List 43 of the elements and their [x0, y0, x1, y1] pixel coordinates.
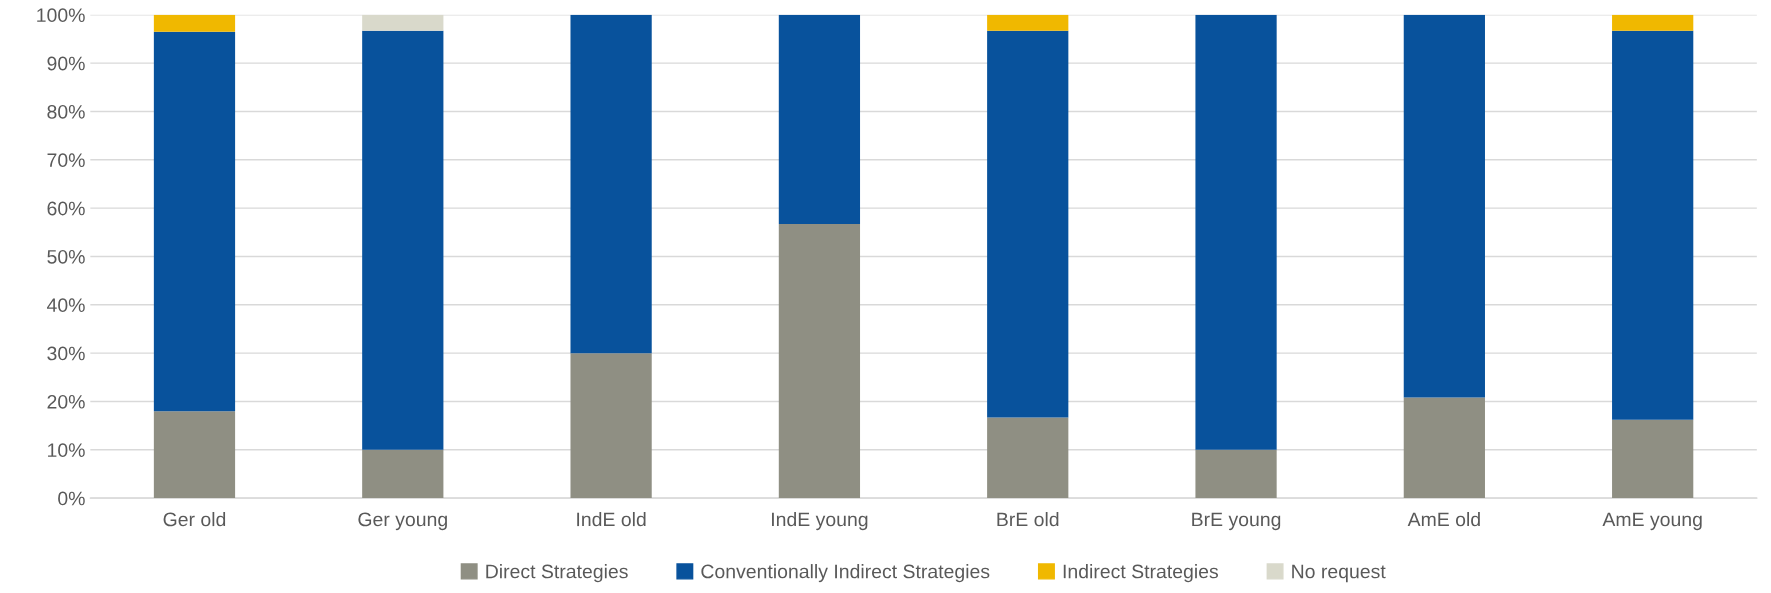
bar: [987, 417, 1069, 499]
y-tick-label: 70%: [47, 153, 85, 168]
y-tick-label: 100%: [37, 8, 85, 23]
bar: [362, 449, 444, 499]
bar: [153, 14, 236, 32]
legend-label: Indirect Strategies: [1063, 564, 1218, 583]
bar: [1195, 14, 1277, 450]
bar: [153, 411, 236, 499]
x-tick-label: Ger young: [358, 512, 447, 531]
bar: [362, 30, 444, 450]
bar: [362, 14, 444, 31]
legend-label: Conventionally Indirect Strategies: [701, 564, 990, 583]
bar: [1403, 14, 1485, 398]
y-tick-label: 10%: [48, 443, 85, 458]
x-tick-label: Ger old: [163, 512, 226, 527]
legend-label: Direct Strategies: [486, 564, 628, 583]
legend-label: No request: [1292, 564, 1386, 583]
y-tick-label: 80%: [47, 104, 85, 119]
x-tick-label: BrE young: [1192, 512, 1281, 531]
bar: [778, 14, 861, 225]
y-tick-label: 0%: [58, 491, 85, 506]
y-tick-label: 50%: [47, 249, 85, 264]
bar: [987, 30, 1069, 418]
bar: [1612, 30, 1694, 420]
x-tick-label: BrE old: [997, 512, 1059, 527]
x-tick-label: IndE old: [577, 512, 646, 527]
bar: [987, 14, 1069, 31]
bar: [778, 224, 861, 499]
bar: [153, 31, 236, 412]
bar: [1612, 14, 1694, 31]
bar: [570, 14, 652, 354]
bar: [1612, 419, 1694, 499]
bar: [570, 353, 652, 499]
bar: [1403, 397, 1485, 499]
y-tick-label: 40%: [46, 298, 85, 313]
x-tick-label: AmE young: [1602, 512, 1702, 531]
y-tick-label: 20%: [47, 394, 85, 409]
y-tick-label: 30%: [47, 346, 85, 361]
y-tick-label: 60%: [47, 201, 85, 216]
x-tick-label: AmE old: [1407, 512, 1480, 527]
bar: [1195, 449, 1277, 499]
y-tick-label: 90%: [47, 56, 85, 71]
x-tick-label: IndE young: [772, 512, 868, 531]
